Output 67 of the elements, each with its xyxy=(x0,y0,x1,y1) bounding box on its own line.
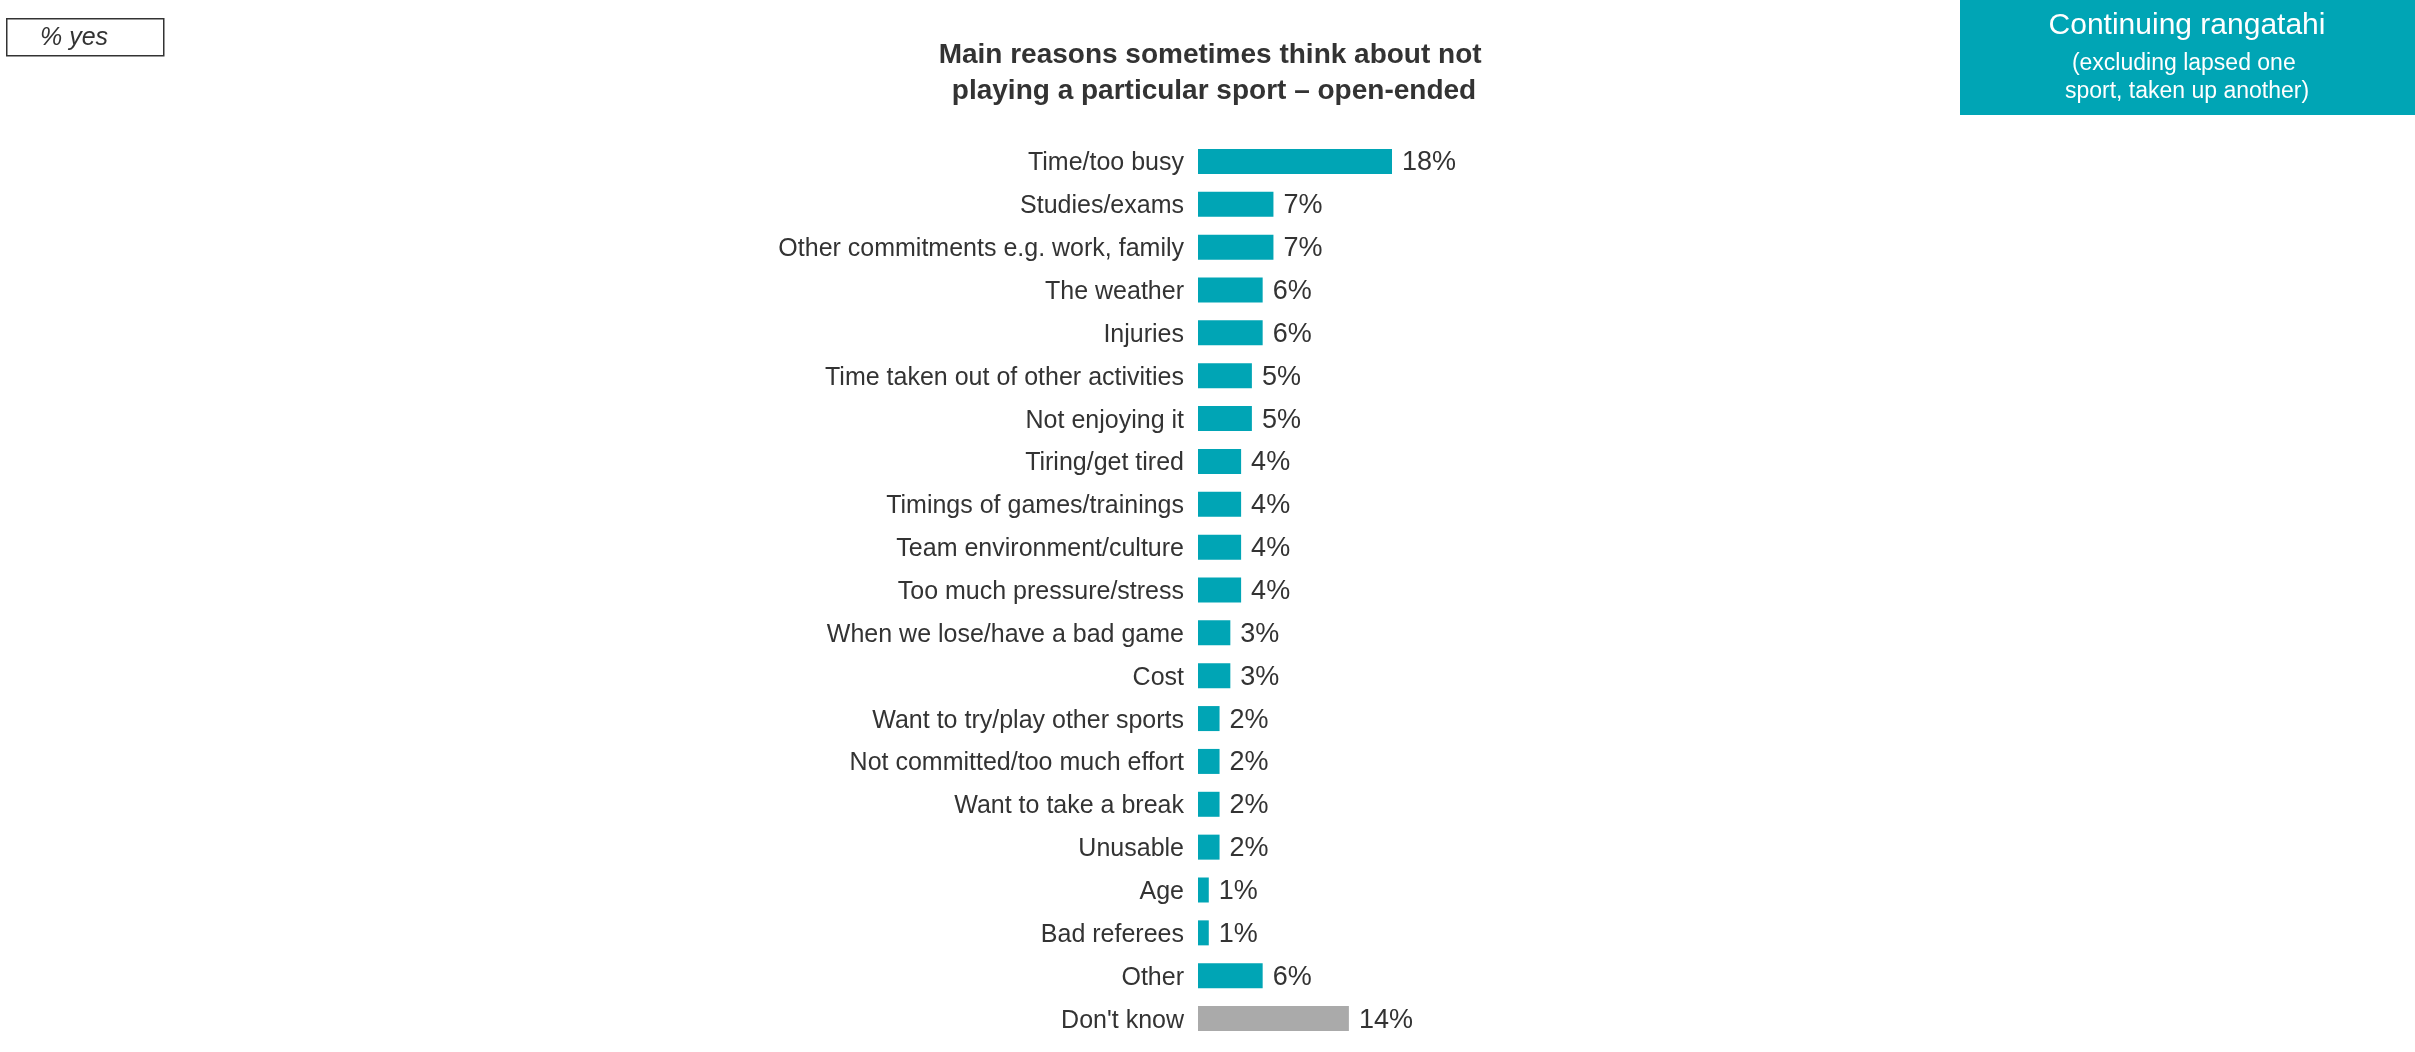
data-label: 1% xyxy=(1218,875,1258,905)
y-tick-label: Don't know xyxy=(1061,1004,1185,1033)
data-label: 3% xyxy=(1240,660,1280,691)
bar xyxy=(1198,191,1274,217)
bar xyxy=(1198,963,1263,989)
y-tick-label: Unusable xyxy=(1078,833,1184,862)
y-tick-label: Time/too busy xyxy=(1027,147,1185,176)
bar xyxy=(1198,663,1231,689)
data-label: 7% xyxy=(1283,189,1323,220)
y-tick-label: Want to take a break xyxy=(954,790,1185,819)
data-label: 7% xyxy=(1283,232,1323,263)
y-tick-label: Other commitments e.g. work, family xyxy=(778,233,1185,262)
text: (excluding lapsed one sport, taken up another) xyxy=(2064,49,2310,103)
data-label: 14% xyxy=(1358,1003,1413,1034)
bar xyxy=(1198,363,1252,389)
bar xyxy=(1198,791,1220,817)
text: % yes xyxy=(40,21,109,50)
y-tick-label: Other xyxy=(1121,961,1184,990)
y-tick-label: Time taken out of other activities xyxy=(825,361,1184,390)
bar xyxy=(1198,877,1209,903)
data-label: 6% xyxy=(1272,317,1312,348)
data-label: 5% xyxy=(1261,403,1301,434)
bar xyxy=(1198,234,1274,260)
data-label: 2% xyxy=(1229,703,1269,734)
bar xyxy=(1198,148,1392,174)
bar xyxy=(1198,406,1252,432)
y-tick-label: Not enjoying it xyxy=(1025,404,1185,433)
bar xyxy=(1198,706,1220,732)
data-label: 18% xyxy=(1402,146,1457,177)
data-label: 3% xyxy=(1240,617,1280,648)
y-tick-label: Cost xyxy=(1132,661,1185,690)
data-label: 4% xyxy=(1251,575,1291,605)
y-tick-label: Bad referees xyxy=(1040,918,1184,947)
bar xyxy=(1198,748,1220,774)
y-tick-label: Age xyxy=(1139,876,1184,904)
bar xyxy=(1198,448,1242,474)
data-label: 4% xyxy=(1251,446,1291,477)
y-tick-label: Team environment/culture xyxy=(896,533,1184,562)
y-tick-label: Too much pressure/stress xyxy=(897,576,1184,604)
data-label: 4% xyxy=(1251,532,1291,563)
data-label: 4% xyxy=(1251,489,1291,520)
bar xyxy=(1198,320,1263,346)
data-label: 2% xyxy=(1229,789,1269,820)
y-tick-label: Want to try/play other sports xyxy=(872,704,1184,733)
y-tick-label: Tiring/get tired xyxy=(1025,447,1184,476)
y-tick-label: When we lose/have a bad game xyxy=(826,618,1184,647)
bar xyxy=(1198,277,1263,303)
y-tick-label: The weather xyxy=(1045,276,1184,304)
y-tick-label: Injuries xyxy=(1103,318,1184,347)
data-label: 2% xyxy=(1229,832,1269,863)
bar xyxy=(1198,491,1242,517)
bar xyxy=(1198,1006,1349,1032)
data-label: 5% xyxy=(1261,360,1301,391)
y-tick-label: Not committed/too much effort xyxy=(849,747,1185,776)
bar xyxy=(1198,534,1242,560)
text: Continuing rangatahi xyxy=(2048,6,2326,40)
data-label: 1% xyxy=(1218,917,1258,948)
bar xyxy=(1198,834,1220,860)
data-label: 6% xyxy=(1272,275,1312,305)
bar xyxy=(1198,620,1231,646)
y-tick-label: Studies/exams xyxy=(1020,190,1184,219)
y-tick-label: Timings of games/trainings xyxy=(886,490,1184,519)
bar xyxy=(1198,577,1242,603)
chart-title: Main reasons sometimes think about not playing a particular sport – open-ended xyxy=(938,37,1490,105)
bar xyxy=(1198,920,1209,946)
data-label: 2% xyxy=(1229,746,1269,777)
data-label: 6% xyxy=(1272,960,1312,991)
